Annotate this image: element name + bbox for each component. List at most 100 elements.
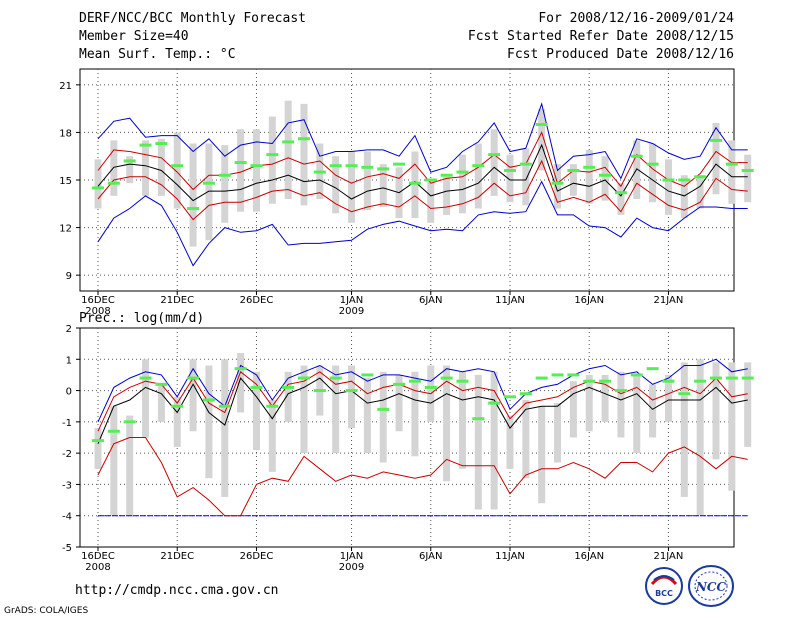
observed-marker [424, 385, 437, 389]
chart-panel-2: -5 -4 -3 -2 -1 0 1 2 16DEC 21DEC 26DEC 1JAN 6JAN 11JA… [62, 311, 754, 573]
spread-bar [300, 365, 308, 454]
max-member-line [97, 102, 748, 180]
spread-bar [585, 149, 593, 204]
spread-bar [633, 374, 641, 454]
spread-bar [554, 403, 562, 463]
y-tick-label: 18 [59, 128, 72, 139]
observed-marker [282, 385, 295, 389]
ensemble-mean-line [97, 143, 748, 202]
spread-bar [490, 129, 498, 196]
chart-panel-1: 9 12 15 18 21 16DEC 21DEC 26DEC 1JAN 6JAN 11JAN 16J… [59, 68, 754, 317]
source-url[interactable]: http://cmdp.ncc.cma.gov.cn [75, 583, 279, 598]
spread-bar [94, 428, 102, 469]
observed-marker [456, 379, 469, 383]
spread-bar [363, 378, 371, 454]
observed-marker [202, 398, 215, 402]
y-tick-label: -1 [62, 418, 72, 429]
spread-bar [332, 156, 340, 214]
observed-marker [519, 392, 532, 396]
spread-bar [712, 122, 720, 195]
ncc-logo-text: NCC [695, 580, 727, 594]
spread-bar [395, 374, 403, 432]
observed-marker [393, 382, 406, 386]
ensemble-mean-line [97, 377, 748, 444]
observed-marker [298, 376, 310, 380]
spread-bar [443, 365, 451, 482]
observed-marker [456, 170, 469, 174]
spread-bar [379, 164, 387, 207]
x-tick-label: 1JAN [340, 295, 363, 306]
observed-marker [488, 401, 501, 405]
y-tick-label: 0 [66, 387, 72, 398]
spread-bar [728, 140, 736, 204]
x-tick-label: 6JAN [419, 551, 442, 562]
observed-marker [408, 379, 421, 383]
observed-marker [282, 140, 295, 144]
spread-bar [506, 154, 514, 203]
observed-marker [519, 162, 532, 166]
spread-bar [268, 399, 276, 472]
y-tick-label: 1 [66, 355, 72, 366]
spread-bar [237, 129, 245, 212]
spread-bar [427, 181, 435, 223]
spread-bar [490, 371, 498, 510]
x-tick-label: 1JAN [340, 551, 363, 562]
spread-bar [363, 151, 371, 211]
observed-marker [345, 164, 358, 168]
observed-marker [741, 376, 754, 380]
y-tick-label: 21 [59, 81, 72, 92]
spread-bar [221, 145, 229, 223]
observed-marker [218, 404, 231, 408]
observed-marker [630, 154, 643, 158]
spread-bar [696, 175, 704, 209]
observed-marker [694, 175, 707, 179]
spread-bar [189, 143, 197, 247]
observed-marker [139, 143, 152, 147]
y-tick-label: 12 [59, 224, 72, 235]
spread-bar [522, 148, 530, 206]
spread-bar [142, 140, 150, 196]
observed-marker [741, 168, 754, 172]
observed-marker [361, 165, 374, 169]
observed-marker [646, 367, 659, 371]
observed-marker [377, 407, 390, 411]
lower-inner-line [97, 437, 748, 517]
observed-marker [472, 164, 485, 168]
observed-marker [377, 167, 390, 171]
spread-bar [744, 154, 752, 203]
spread-bar [538, 406, 546, 504]
spread-bar [696, 359, 704, 516]
spread-bar [173, 396, 181, 447]
observed-marker [250, 164, 263, 168]
spread-bar [189, 359, 197, 432]
spread-bar [205, 143, 213, 241]
spread-bar [601, 374, 609, 422]
observed-marker [535, 376, 548, 380]
spread-bar [300, 103, 308, 206]
observed-marker [725, 162, 738, 166]
observed-marker [171, 404, 184, 408]
observed-marker [535, 123, 548, 126]
min-member-line [97, 180, 748, 267]
observed-marker [313, 389, 326, 393]
y-tick-label: -5 [62, 543, 72, 554]
y-tick-label: 15 [59, 176, 72, 187]
observed-marker [710, 138, 722, 142]
y-tick-label: -4 [62, 512, 72, 523]
observed-marker [630, 373, 643, 377]
spread-bar [157, 138, 165, 196]
observed-marker [678, 178, 691, 182]
spread-bar [284, 371, 292, 422]
spread-bar [522, 399, 530, 479]
spread-bar [268, 116, 276, 204]
bcc-logo-text: BCC [655, 589, 673, 598]
spread-bar [205, 365, 213, 479]
spread-bar [411, 151, 419, 219]
spread-bar [252, 129, 260, 212]
spread-bar [506, 415, 514, 469]
observed-marker [107, 181, 120, 185]
x-year-label: 2009 [339, 562, 364, 573]
x-year-label: 2009 [339, 306, 364, 317]
spread-bar [569, 164, 577, 196]
